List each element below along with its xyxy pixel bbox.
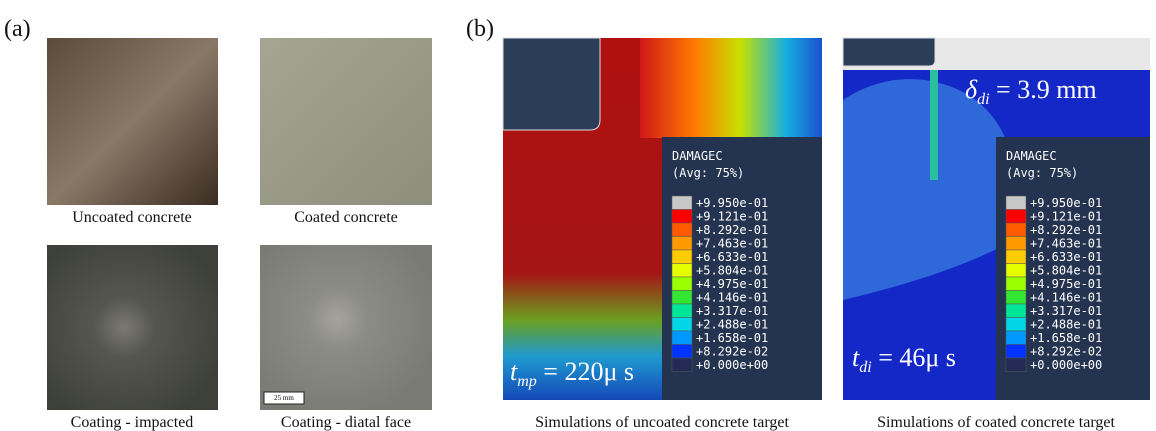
caption: Coating - impacted xyxy=(71,414,194,431)
legend-title: DAMAGEC xyxy=(1006,149,1057,163)
legend-swatch xyxy=(1006,223,1026,237)
legend-value: +8.292e-02 xyxy=(1030,345,1102,359)
legend-value: +7.463e-01 xyxy=(696,237,768,251)
legend-swatch xyxy=(672,223,692,237)
legend-swatch xyxy=(1006,210,1026,224)
legend-swatch xyxy=(672,210,692,224)
legend-value: +1.658e-01 xyxy=(1030,331,1102,345)
legend-swatch xyxy=(1006,196,1026,210)
legend-swatch xyxy=(672,264,692,278)
legend-swatch xyxy=(1006,291,1026,305)
legend-value: +9.950e-01 xyxy=(696,196,768,210)
damage-crack xyxy=(930,70,938,180)
photo xyxy=(260,38,432,205)
legend-swatch xyxy=(1006,345,1026,359)
legend-swatch xyxy=(672,291,692,305)
legend-swatch xyxy=(672,304,692,318)
legend-value: +7.463e-01 xyxy=(1030,237,1102,251)
simulation-region xyxy=(640,38,822,138)
photo xyxy=(260,245,432,410)
legend-value: +5.804e-01 xyxy=(1030,264,1102,278)
caption: Uncoated concrete xyxy=(72,209,191,226)
figure: (a) (b) 25 mm Uncoated concrete Coated c… xyxy=(0,0,1156,431)
legend-swatch xyxy=(1006,331,1026,345)
legend-value: +2.488e-01 xyxy=(1030,318,1102,332)
legend-value: +4.975e-01 xyxy=(696,277,768,291)
caption: Coating - diatal face xyxy=(281,414,411,431)
legend-value: +1.658e-01 xyxy=(696,331,768,345)
caption: Simulations of coated concrete target xyxy=(877,414,1115,431)
legend-swatch xyxy=(672,358,692,372)
panel-label: (a) xyxy=(4,16,31,42)
scale-bar-label: 25 mm xyxy=(274,394,294,402)
legend-subtitle: (Avg: 75%) xyxy=(672,166,744,180)
legend-value: +9.950e-01 xyxy=(1030,196,1102,210)
panel-label: (b) xyxy=(466,16,494,42)
projectile xyxy=(843,38,935,66)
caption: Coated concrete xyxy=(294,209,398,226)
legend-swatch xyxy=(672,318,692,332)
caption: Simulations of uncoated concrete target xyxy=(535,414,789,431)
legend-swatch xyxy=(1006,277,1026,291)
legend-swatch xyxy=(672,237,692,251)
legend-subtitle: (Avg: 75%) xyxy=(1006,166,1078,180)
legend-value: +5.804e-01 xyxy=(696,264,768,278)
legend-swatch xyxy=(1006,304,1026,318)
projectile xyxy=(503,38,600,130)
legend-swatch xyxy=(672,250,692,264)
legend-title: DAMAGEC xyxy=(672,149,723,163)
legend-swatch xyxy=(1006,318,1026,332)
legend-swatch xyxy=(1006,264,1026,278)
legend-value: +4.146e-01 xyxy=(1030,291,1102,305)
legend-swatch xyxy=(672,196,692,210)
legend-swatch xyxy=(672,331,692,345)
photo xyxy=(47,38,218,205)
legend-value: +6.633e-01 xyxy=(1030,250,1102,264)
legend-value: +9.121e-01 xyxy=(1030,210,1102,224)
legend-value: +6.633e-01 xyxy=(696,250,768,264)
legend-swatch xyxy=(1006,237,1026,251)
legend-value: +3.317e-01 xyxy=(696,304,768,318)
legend-value: +4.146e-01 xyxy=(696,291,768,305)
legend-value: +8.292e-01 xyxy=(696,223,768,237)
legend-value: +8.292e-02 xyxy=(696,345,768,359)
legend-value: +8.292e-01 xyxy=(1030,223,1102,237)
legend-value: +3.317e-01 xyxy=(1030,304,1102,318)
legend-value: +0.000e+00 xyxy=(1030,358,1102,372)
legend-swatch xyxy=(1006,250,1026,264)
legend-value: +0.000e+00 xyxy=(696,358,768,372)
legend-swatch xyxy=(1006,358,1026,372)
legend-value: +4.975e-01 xyxy=(1030,277,1102,291)
legend-swatch xyxy=(672,277,692,291)
legend-value: +9.121e-01 xyxy=(696,210,768,224)
legend-swatch xyxy=(672,345,692,359)
photo xyxy=(47,245,218,410)
legend-value: +2.488e-01 xyxy=(696,318,768,332)
